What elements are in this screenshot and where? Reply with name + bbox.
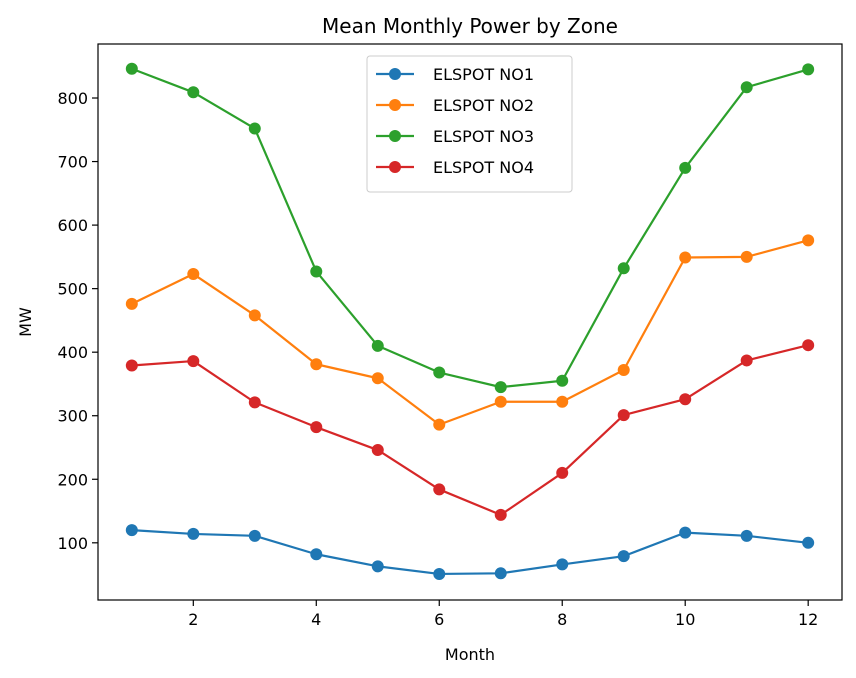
legend-item: ELSPOT NO4 <box>376 158 534 177</box>
data-point <box>125 524 138 537</box>
data-point <box>125 359 138 372</box>
y-tick-label: 700 <box>57 153 88 172</box>
series-2 <box>125 234 815 431</box>
x-tick-label: 6 <box>434 610 444 629</box>
data-point <box>433 418 446 431</box>
y-tick-label: 500 <box>57 280 88 299</box>
plot-area <box>125 62 815 580</box>
data-point <box>802 234 815 247</box>
series-line <box>131 239 809 426</box>
legend-marker <box>389 99 401 111</box>
y-axis-label: MW <box>16 307 35 337</box>
data-point <box>187 268 200 281</box>
legend-item: ELSPOT NO3 <box>376 127 534 146</box>
series-line <box>131 67 809 389</box>
series-4 <box>125 339 815 521</box>
axis-ticks: 2 4 6 8 10 12 100 200 300 400 500 600 700 800 <box>57 89 818 629</box>
legend-item: ELSPOT NO2 <box>376 96 534 115</box>
series-line <box>131 529 809 576</box>
data-point <box>740 81 753 94</box>
y-tick-label: 300 <box>57 407 88 426</box>
legend: ELSPOT NO1 ELSPOT NO2 ELSPOT NO3 ELSPOT NO4 <box>366 55 573 193</box>
legend-item: ELSPOT NO1 <box>376 65 534 84</box>
data-point <box>617 363 630 376</box>
chart-title: Mean Monthly Power by Zone <box>322 14 618 38</box>
data-point <box>740 529 753 542</box>
x-tick-label: 8 <box>557 610 567 629</box>
data-point <box>679 251 692 264</box>
data-point <box>556 466 569 479</box>
series-1 <box>125 524 815 580</box>
data-point <box>310 358 323 371</box>
y-tick-label: 600 <box>57 216 88 235</box>
data-point <box>248 529 261 542</box>
data-point <box>617 409 630 422</box>
data-point <box>556 374 569 387</box>
series-3 <box>125 62 815 394</box>
data-point <box>494 567 507 580</box>
data-point <box>556 558 569 571</box>
data-point <box>433 567 446 580</box>
data-point <box>617 550 630 563</box>
series-line <box>131 344 809 516</box>
data-point <box>802 63 815 76</box>
data-point <box>371 339 384 352</box>
data-point <box>310 265 323 278</box>
data-point <box>371 444 384 457</box>
y-tick-label: 800 <box>57 89 88 108</box>
data-point <box>494 395 507 408</box>
data-point <box>187 86 200 99</box>
data-point <box>371 560 384 573</box>
data-point <box>433 483 446 496</box>
data-point <box>310 421 323 434</box>
legend-label: ELSPOT NO2 <box>433 96 534 115</box>
x-tick-label: 2 <box>188 610 198 629</box>
legend-label: ELSPOT NO3 <box>433 127 534 146</box>
data-point <box>371 372 384 385</box>
data-point <box>433 366 446 379</box>
data-point <box>494 508 507 521</box>
data-point <box>679 526 692 539</box>
data-point <box>248 122 261 135</box>
x-axis-label: Month <box>445 645 495 664</box>
data-point <box>125 62 138 75</box>
legend-marker <box>389 161 401 173</box>
data-point <box>248 309 261 322</box>
data-point <box>679 393 692 406</box>
legend-box <box>366 55 573 193</box>
data-point <box>802 339 815 352</box>
y-tick-label: 200 <box>57 470 88 489</box>
data-point <box>740 354 753 367</box>
data-point <box>740 250 753 263</box>
data-point <box>556 395 569 408</box>
data-point <box>494 381 507 394</box>
legend-marker <box>389 68 401 80</box>
axes-frame <box>97 43 843 601</box>
legend-marker <box>389 130 401 142</box>
y-tick-label: 100 <box>57 534 88 553</box>
legend-label: ELSPOT NO4 <box>433 158 534 177</box>
data-point <box>617 262 630 275</box>
data-point <box>248 396 261 409</box>
data-point <box>125 297 138 310</box>
data-point <box>187 527 200 540</box>
x-tick-label: 10 <box>675 610 695 629</box>
x-tick-label: 12 <box>798 610 818 629</box>
data-point <box>187 355 200 368</box>
legend-label: ELSPOT NO1 <box>433 65 534 84</box>
data-point <box>679 161 692 174</box>
y-tick-label: 400 <box>57 343 88 362</box>
data-point <box>310 548 323 561</box>
x-tick-label: 4 <box>311 610 321 629</box>
data-point <box>802 536 815 549</box>
